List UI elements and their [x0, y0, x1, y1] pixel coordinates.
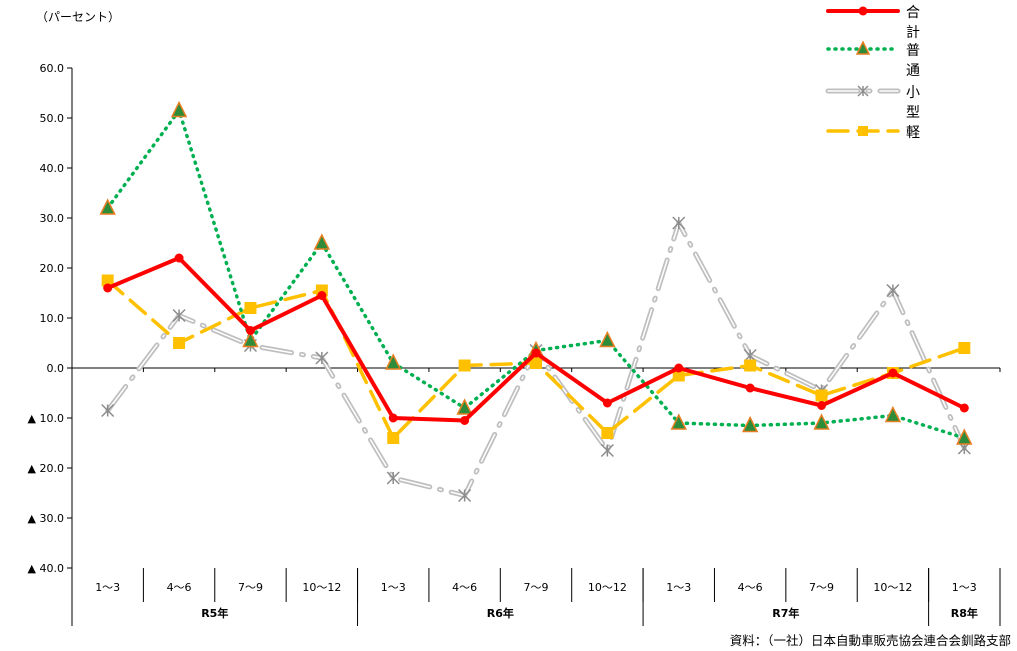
legend-label: 普通: [906, 43, 920, 79]
data-point: [103, 283, 113, 293]
y-axis-unit-label: （パーセント）: [36, 10, 121, 24]
category-label: 1～3: [95, 581, 120, 594]
data-point: [602, 398, 612, 408]
legend-label: 小型: [906, 85, 920, 121]
data-point: [745, 383, 755, 393]
data-point: [858, 6, 868, 16]
y-tick-label: ▲ 40.0: [28, 562, 64, 575]
y-tick-label: ▲ 30.0: [28, 512, 64, 525]
legend-swatch: [826, 6, 900, 16]
y-tick-label: ▲ 20.0: [28, 462, 64, 475]
series-layer: [99, 100, 973, 503]
data-point: [815, 389, 828, 402]
data-point: [813, 413, 830, 430]
category-label: 10～12: [873, 581, 912, 594]
data-point: [672, 369, 685, 382]
data-point: [386, 471, 400, 485]
data-point: [855, 40, 871, 55]
data-point: [387, 432, 400, 444]
data-point: [456, 398, 473, 415]
data-point: [530, 357, 542, 369]
data-point: [858, 126, 868, 136]
y-tick-label: 30.0: [40, 212, 65, 225]
series-line: [105, 108, 967, 440]
data-point: [315, 351, 329, 365]
data-point: [531, 348, 541, 358]
category-label: 1～3: [666, 581, 691, 594]
data-point: [744, 359, 757, 372]
data-point: [317, 291, 327, 300]
y-tick-label: 20.0: [40, 262, 65, 275]
category-label: 4～6: [167, 581, 192, 594]
data-point: [460, 416, 470, 425]
data-point: [245, 326, 255, 335]
legend-label: 合計: [906, 5, 920, 41]
data-point: [458, 488, 472, 503]
category-label: 7～9: [524, 581, 549, 594]
data-point: [884, 405, 902, 423]
data-point: [385, 353, 402, 370]
data-point: [173, 337, 186, 349]
data-point: [101, 274, 114, 287]
y-tick-label: 60.0: [40, 62, 65, 75]
category-label: 1～3: [381, 581, 406, 594]
category-label: 1～3: [952, 581, 977, 594]
data-point: [172, 308, 186, 323]
data-point: [672, 216, 686, 230]
series-3: [101, 274, 971, 444]
data-point: [313, 233, 331, 250]
data-point: [674, 363, 684, 373]
data-point: [959, 403, 969, 413]
data-point: [741, 415, 759, 433]
data-point: [170, 100, 188, 118]
data-point: [244, 302, 257, 314]
category-label: 7～9: [238, 581, 263, 594]
data-point: [817, 401, 827, 410]
y-tick-label: 0.0: [47, 362, 65, 375]
category-label: 10～12: [588, 581, 627, 594]
y-tick-label: 10.0: [40, 312, 65, 325]
series-1: [99, 100, 973, 445]
legend-swatch: [826, 40, 900, 55]
data-point: [888, 368, 898, 378]
legend-swatch: [825, 85, 901, 97]
source-note: 資料：（一社）日本自動車販売協会連合会釧路支部: [729, 633, 1011, 648]
y-tick-label: 50.0: [40, 112, 65, 125]
data-point: [958, 342, 971, 354]
category-label: 4～6: [738, 581, 763, 594]
data-point: [857, 85, 869, 97]
group-label: R7年: [772, 606, 799, 620]
data-point: [601, 427, 614, 439]
data-point: [388, 413, 398, 423]
group-label: R6年: [487, 606, 514, 620]
legend-swatch: [826, 126, 900, 136]
data-point: [242, 330, 259, 348]
data-point: [956, 428, 973, 445]
category-label: 4～6: [452, 581, 477, 594]
legend-label: 軽: [906, 125, 920, 141]
series-0: [103, 253, 969, 425]
data-point: [886, 283, 900, 298]
data-point: [599, 330, 616, 348]
data-point: [458, 359, 471, 372]
y-tick-label: 40.0: [40, 162, 65, 175]
category-label: 7～9: [809, 581, 834, 594]
data-point: [174, 253, 184, 263]
data-point: [101, 403, 115, 418]
data-point: [99, 198, 116, 215]
data-point: [600, 443, 614, 458]
data-point: [670, 413, 687, 430]
group-label: R8年: [951, 606, 978, 620]
axes: 60.0 50.0 40.0 30.0 20.0 10.0 0.0 ▲ 10.0 ▲ 20.0 ▲…: [28, 62, 1001, 626]
y-tick-label: ▲ 10.0: [28, 412, 64, 425]
category-label: 10～12: [302, 581, 341, 594]
group-label: R5年: [201, 606, 228, 620]
